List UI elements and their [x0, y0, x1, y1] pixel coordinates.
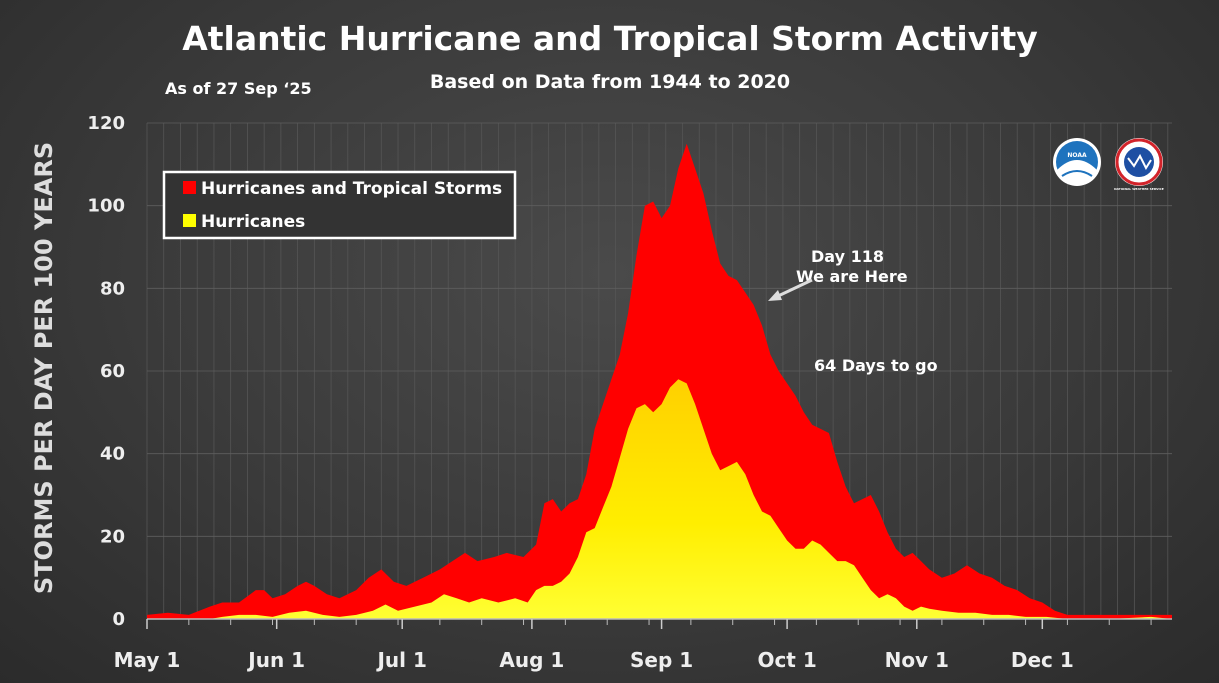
legend-swatch-hurricanes	[183, 214, 196, 227]
legend-label-storms: Hurricanes and Tropical Storms	[201, 179, 502, 199]
x-tick-label: Dec 1	[1011, 648, 1074, 672]
nws-logo-text: NATIONAL WEATHER SERVICE	[1114, 187, 1164, 191]
legend-box	[162, 170, 517, 240]
y-tick-label: 80	[100, 278, 125, 299]
series-storms-area	[147, 143, 1172, 619]
x-tick-label: Jun 1	[246, 648, 305, 672]
y-tick-labels: 0 20 40 60 80 100 120	[87, 113, 125, 630]
x-tick-label: Nov 1	[885, 648, 949, 672]
annotation-days-to-go: 64 Days to go	[814, 356, 938, 375]
axes	[146, 618, 1172, 629]
noaa-logo-text: NOAA	[1067, 152, 1087, 159]
legend-swatch-storms	[183, 181, 196, 194]
legend-label-hurricanes: Hurricanes	[201, 212, 305, 232]
nws-logo: NATIONAL WEATHER SERVICE	[1114, 138, 1164, 191]
y-tick-label: 100	[87, 196, 125, 217]
annotation-arrow-head	[768, 290, 782, 301]
noaa-logo: NOAA	[1053, 138, 1101, 186]
y-tick-label: 60	[100, 361, 125, 382]
y-axis-label: STORMS PER DAY PER 100 YEARS	[30, 142, 58, 594]
x-tick-label: Sep 1	[630, 648, 693, 672]
chart-subtitle: Based on Data from 1944 to 2020	[430, 71, 790, 93]
as-of-label: As of 27 Sep ‘25	[165, 79, 312, 98]
x-tick-label: Oct 1	[757, 648, 816, 672]
series-hurricanes-area	[147, 379, 1172, 619]
x-tick-label: Aug 1	[499, 648, 564, 672]
x-tick-labels: May 1 Jun 1 Jul 1 Aug 1 Sep 1 Oct 1 Nov 1 Dec 1	[114, 648, 1074, 672]
x-tick-label: May 1	[114, 648, 181, 672]
x-tick-label: Jul 1	[375, 648, 426, 672]
y-tick-label: 40	[100, 444, 125, 465]
y-tick-label: 120	[87, 113, 125, 134]
annotation-day: Day 118	[811, 247, 884, 266]
legend: Hurricanes and Tropical Storms Hurricane…	[162, 170, 517, 240]
annotation-group: Day 118 We are Here 64 Days to go	[768, 247, 938, 375]
annotation-arrow	[775, 278, 813, 299]
y-tick-label: 20	[100, 526, 125, 547]
chart-title: Atlantic Hurricane and Tropical Storm Ac…	[182, 19, 1038, 58]
plot-area	[147, 143, 1172, 619]
annotation-we-are-here: We are Here	[796, 267, 908, 286]
y-tick-label: 0	[112, 609, 125, 630]
